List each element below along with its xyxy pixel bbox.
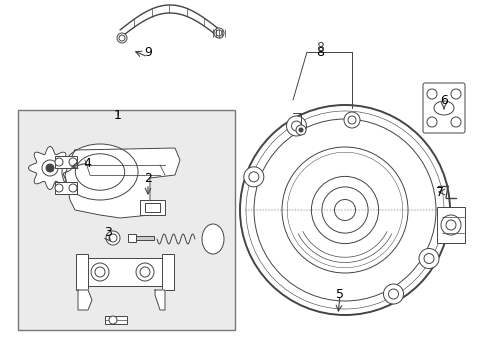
Circle shape — [287, 116, 307, 136]
Circle shape — [246, 111, 444, 309]
Circle shape — [69, 158, 77, 166]
Circle shape — [136, 263, 154, 281]
Bar — [80, 258, 165, 286]
Circle shape — [446, 220, 456, 230]
Circle shape — [296, 125, 306, 135]
Circle shape — [287, 152, 403, 268]
Circle shape — [335, 199, 356, 220]
Text: 2: 2 — [144, 171, 152, 185]
Ellipse shape — [202, 224, 224, 254]
Circle shape — [69, 184, 77, 192]
FancyBboxPatch shape — [423, 83, 465, 133]
Text: 5: 5 — [336, 288, 344, 302]
Circle shape — [427, 89, 437, 99]
Circle shape — [348, 116, 356, 124]
Circle shape — [384, 284, 403, 304]
Circle shape — [55, 158, 63, 166]
Circle shape — [106, 231, 120, 245]
Circle shape — [282, 147, 408, 273]
Polygon shape — [65, 148, 180, 218]
Bar — [128, 234, 136, 242]
Circle shape — [312, 176, 379, 244]
Polygon shape — [78, 290, 92, 310]
Ellipse shape — [62, 144, 138, 200]
Bar — [55, 182, 77, 194]
Bar — [140, 200, 165, 215]
Circle shape — [419, 248, 439, 269]
Text: 7: 7 — [436, 185, 444, 198]
Circle shape — [109, 234, 117, 242]
Bar — [55, 156, 77, 168]
Bar — [136, 236, 154, 240]
Text: 8: 8 — [316, 45, 324, 59]
Circle shape — [451, 89, 461, 99]
Circle shape — [117, 33, 127, 43]
Ellipse shape — [75, 154, 124, 190]
Text: 4: 4 — [83, 157, 91, 170]
Ellipse shape — [434, 101, 454, 115]
Circle shape — [249, 172, 259, 182]
Circle shape — [42, 160, 58, 176]
Circle shape — [424, 253, 434, 264]
Bar — [76, 254, 88, 290]
Text: 8: 8 — [316, 41, 324, 54]
Polygon shape — [28, 147, 72, 189]
Circle shape — [344, 112, 360, 128]
Circle shape — [91, 263, 109, 281]
Circle shape — [427, 117, 437, 127]
Text: 3: 3 — [104, 225, 112, 239]
Text: 9: 9 — [144, 45, 152, 59]
Circle shape — [119, 35, 125, 41]
Circle shape — [322, 187, 368, 233]
Polygon shape — [155, 290, 165, 310]
Bar — [145, 203, 160, 212]
Text: 1: 1 — [114, 108, 122, 122]
Circle shape — [216, 30, 222, 36]
Circle shape — [46, 164, 54, 172]
Bar — [162, 254, 174, 290]
Text: 6: 6 — [440, 94, 448, 107]
Circle shape — [240, 105, 450, 315]
Circle shape — [55, 184, 63, 192]
Bar — [437, 207, 465, 243]
Circle shape — [292, 121, 301, 131]
Bar — [18, 110, 235, 330]
Circle shape — [95, 267, 105, 277]
Circle shape — [244, 167, 264, 187]
Circle shape — [254, 119, 436, 301]
Circle shape — [109, 316, 117, 324]
Circle shape — [299, 128, 303, 132]
Bar — [105, 316, 127, 324]
Circle shape — [389, 289, 398, 299]
Circle shape — [441, 215, 461, 235]
Circle shape — [451, 117, 461, 127]
Circle shape — [140, 267, 150, 277]
Circle shape — [214, 28, 224, 38]
